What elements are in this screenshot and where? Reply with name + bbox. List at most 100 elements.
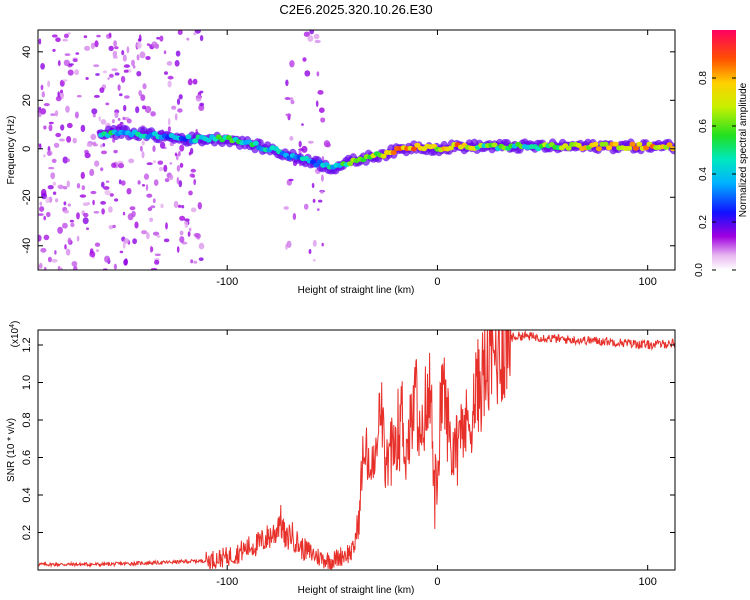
spectrogram-noise-cell: [179, 215, 186, 221]
spectrogram-noise-cell: [142, 105, 147, 110]
spectrogram-noise-cell: [313, 33, 320, 40]
spectrogram-noise-cell: [120, 75, 126, 83]
spectrogram-noise-cell: [171, 105, 177, 110]
spectrogram-noise-cell: [57, 226, 63, 234]
spectrogram-noise-cell: [176, 177, 180, 184]
spectrogram-noise-cell: [145, 56, 151, 60]
spectrogram-noise-cell: [92, 199, 95, 206]
spectrogram-noise-cell: [146, 43, 150, 46]
spectrogram-noise-cell: [72, 58, 78, 63]
spectrogram-noise-cell: [61, 93, 64, 100]
spectrogram-noise-cell: [76, 235, 80, 242]
spectrogram-noise-cell: [193, 260, 198, 264]
spectrogram-noise-cell: [123, 69, 129, 73]
spectrogram-noise-cell: [142, 83, 147, 90]
spectrogram-noise-cell: [65, 105, 70, 113]
x-tick-label: 100: [638, 576, 656, 588]
colorbar-tick-label: 0.0: [694, 263, 705, 277]
spectrogram-ridge-cell: [380, 153, 387, 159]
spectrogram-noise-cell: [156, 36, 161, 40]
spectrogram-noise-cell: [167, 80, 172, 88]
spectrogram-noise-cell: [132, 238, 138, 245]
spectrogram-noise-cell: [58, 138, 66, 142]
spectrogram-noise-cell: [289, 136, 294, 141]
spectrogram-noise-cell: [100, 144, 103, 148]
spectrogram-cells: [38, 30, 675, 270]
spectrogram-noise-cell: [159, 141, 166, 149]
spectrogram-noise-cell: [63, 201, 67, 206]
spectrogram-noise-cell: [90, 133, 97, 140]
spectrogram-ridge-cell: [565, 145, 572, 151]
spectrogram-noise-cell: [178, 151, 181, 157]
spectrogram-noise-cell: [167, 118, 171, 126]
spectrogram-noise-cell: [285, 79, 289, 87]
spectrogram-noise-cell: [68, 63, 74, 66]
spectrogram-ridge-cell: [632, 145, 639, 151]
spectrogram-ridge-cell: [390, 150, 397, 156]
spectrogram-noise-cell: [80, 171, 86, 180]
spectrogram-noise-cell: [67, 69, 74, 76]
snr-scale-factor: (x104): [9, 321, 21, 348]
spectrogram-noise-cell: [65, 248, 71, 256]
spectrogram-noise-cell: [145, 184, 149, 191]
spectrogram-noise-cell: [100, 201, 106, 205]
spectrogram-noise-cell: [179, 236, 185, 243]
spectrogram-noise-cell: [50, 172, 56, 180]
spectrogram-noise-cell: [59, 89, 64, 94]
spectrogram-noise-cell: [189, 78, 192, 86]
x-tick-label: -100: [216, 276, 238, 288]
spectrogram-noise-cell: [53, 142, 60, 148]
spectrogram-noise-cell: [166, 61, 173, 66]
spectrogram-frame: [37, 29, 676, 271]
spectrogram-noise-cell: [144, 105, 152, 114]
spectrogram-ridge-cell: [360, 157, 367, 163]
spectrogram-noise-cell: [307, 140, 314, 144]
spectrogram-noise-cell: [86, 143, 93, 148]
spectrogram-noise-cell: [54, 110, 59, 117]
spectrogram-noise-cell: [82, 217, 89, 225]
spectrogram-noise-cell: [315, 100, 319, 107]
spectrogram-noise-cell: [158, 166, 164, 172]
spectrogram-noise-cell: [189, 227, 192, 232]
spectrogram-noise-cell: [131, 210, 136, 218]
spectrogram-noise-cell: [63, 209, 70, 214]
spectrogram-noise-cell: [43, 154, 46, 158]
spectrogram-noise-cell: [38, 234, 42, 242]
spectrogram-noise-cell: [84, 152, 91, 159]
spectrogram-ridge-cell: [666, 142, 673, 148]
spectrogram-noise-cell: [122, 54, 127, 62]
spectrogram-noise-cell: [316, 71, 320, 77]
spectrogram-noise-cell: [93, 211, 100, 214]
spectrogram-noise-cell: [70, 222, 75, 228]
spectrogram-noise-cell: [113, 40, 117, 47]
spectrogram-noise-cell: [146, 193, 153, 198]
spectrogram-noise-cell: [163, 238, 170, 243]
spectrogram-noise-cell: [124, 258, 128, 266]
spectrogram-noise-cell: [83, 35, 88, 39]
spectrogram-noise-cell: [193, 178, 197, 186]
spectrogram-noise-cell: [51, 34, 58, 38]
spectrogram-ridge-cell: [225, 135, 232, 141]
spectrogram-noise-cell: [181, 205, 185, 209]
colorbar-tick-label: 0.8: [698, 71, 709, 85]
spectrogram-noise-cell: [45, 196, 50, 204]
spectrogram-noise-cell: [176, 165, 181, 172]
spectrogram-noise-cell: [101, 208, 105, 215]
spectrogram-noise-cell: [108, 225, 114, 230]
spectrogram-noise-cell: [104, 255, 111, 263]
snr-frame: [37, 329, 676, 571]
spectrogram-noise-cell: [39, 206, 45, 212]
spectrogram-noise-cell: [156, 235, 161, 238]
spectrogram-noise-cell: [163, 50, 167, 55]
spectrogram-noise-cell: [40, 84, 44, 91]
spectrogram-noise-cell: [43, 266, 47, 270]
spectrogram-noise-cell: [79, 194, 87, 198]
spectrogram-noise-cell: [136, 54, 140, 61]
spectrogram-noise-cell: [108, 32, 112, 38]
spectrogram-noise-cell: [122, 116, 126, 121]
spectrogram-ridge-cell: [410, 146, 417, 152]
spectrogram-noise-cell: [317, 208, 320, 211]
spectrogram-noise-cell: [90, 42, 95, 49]
spectrogram-noise-cell: [190, 259, 194, 264]
spectrogram-noise-cell: [288, 178, 294, 182]
